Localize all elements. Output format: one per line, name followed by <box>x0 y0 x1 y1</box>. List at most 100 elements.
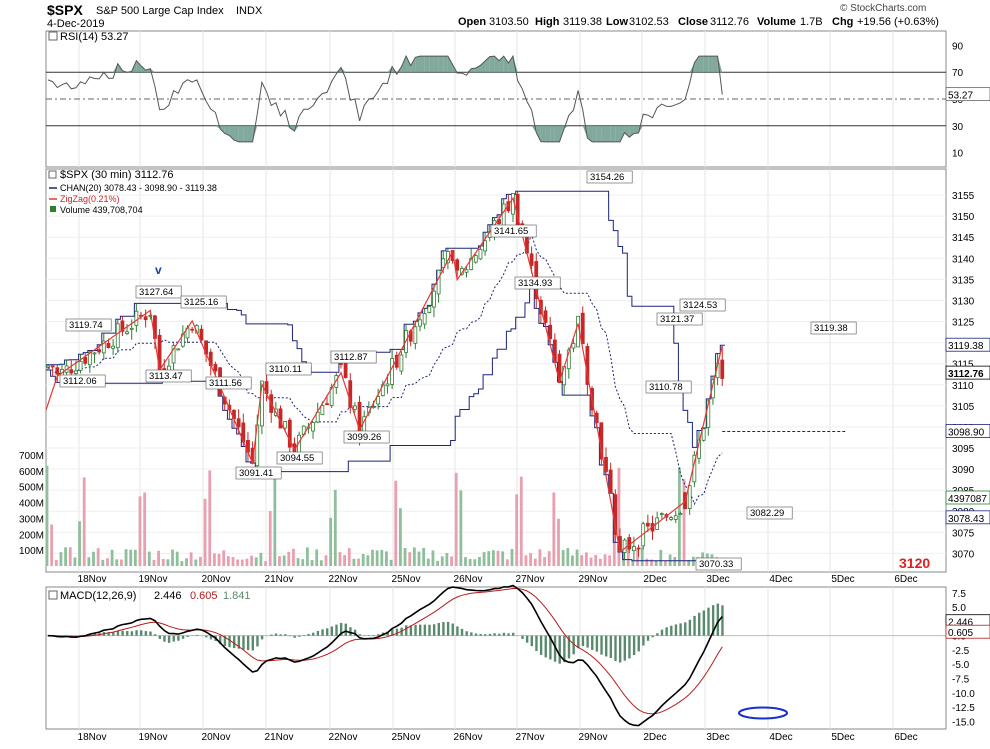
volume-label: Volume <box>757 16 796 28</box>
x-axis-label: 5Dec <box>831 574 854 585</box>
macd-histogram-bar <box>703 610 705 635</box>
volume-bar <box>655 561 658 566</box>
price-legend-volume: Volume 439,708,704 <box>60 205 143 215</box>
macd-histogram-bar <box>163 636 165 642</box>
volume-bar <box>83 477 86 566</box>
x-axis-label: 25Nov <box>392 574 421 585</box>
volume-bar <box>418 552 421 566</box>
rsi-overbought-fill <box>425 56 430 72</box>
volume-bar <box>125 549 128 566</box>
open-label: Open <box>458 16 486 28</box>
x-axis-label: 3Dec <box>706 732 729 743</box>
candle-body <box>326 404 329 405</box>
x-axis-label: 21Nov <box>265 732 294 743</box>
macd-histogram-bar <box>521 636 523 639</box>
x-axis-label: 27Nov <box>516 574 545 585</box>
rsi-overbought-fill <box>443 56 448 72</box>
candle-body <box>200 329 203 340</box>
pivot-label: 3119.38 <box>814 323 848 334</box>
volume-bar <box>292 549 295 566</box>
signal-marker: v <box>155 263 162 277</box>
macd-histogram-bar <box>698 613 700 636</box>
candle-body <box>646 523 649 526</box>
candle-body <box>70 370 73 373</box>
x-axis-label: 26Nov <box>454 732 483 743</box>
x-axis-label: 6Dec <box>894 574 917 585</box>
rsi-overbought-fill <box>490 56 495 72</box>
macd-histogram-bar <box>396 629 398 636</box>
macd-histogram-bar <box>303 635 305 636</box>
volume-bar <box>297 558 300 566</box>
rsi-tick-label: 70 <box>952 68 964 79</box>
volume-bar <box>204 499 207 566</box>
volume-bar <box>511 549 514 566</box>
volume-bar <box>413 547 416 566</box>
x-axis-label: 20Nov <box>202 732 231 743</box>
volume-bar <box>320 560 323 566</box>
rsi-legend-text: RSI(14) 53.27 <box>60 31 128 43</box>
volume-bar <box>590 558 593 566</box>
volume-bar <box>376 550 379 566</box>
macd-histogram-bar <box>177 636 179 641</box>
macd-histogram-bar <box>531 636 533 646</box>
volume-bar <box>446 553 449 566</box>
volume-bar <box>525 555 528 566</box>
volume-bar <box>50 524 53 566</box>
macd-histogram-bar <box>610 636 612 658</box>
price-tick-label: 3090 <box>952 465 975 476</box>
volume-bar <box>176 552 179 566</box>
pivot-label: 3124.53 <box>683 300 717 311</box>
volume-bar <box>250 556 253 566</box>
volume-bar <box>111 550 114 566</box>
volume-bar <box>566 548 569 566</box>
macd-histogram-bar <box>717 604 719 636</box>
macd-histogram-bar <box>326 628 328 635</box>
candle-body <box>312 423 315 431</box>
macd-histogram-bar <box>261 636 263 640</box>
volume-bar <box>143 492 146 566</box>
volume-bar <box>208 470 211 566</box>
volume-bar <box>139 496 142 566</box>
macd-tick-label: 5.0 <box>952 603 966 614</box>
x-axis-label: 18Nov <box>78 732 107 743</box>
pivot-label: 3082.29 <box>750 508 784 519</box>
volume-bar <box>315 549 318 566</box>
volume-bar <box>167 559 170 566</box>
volume-bar <box>594 555 597 566</box>
x-axis-label: 20Nov <box>202 574 231 585</box>
x-axis-label: 4Dec <box>769 732 792 743</box>
price-tick-label: 3135 <box>952 275 975 286</box>
macd-histogram-bar <box>545 636 547 658</box>
volume-bar <box>641 547 644 566</box>
price-tick-label: 3145 <box>952 233 975 244</box>
volume-bar <box>283 555 286 566</box>
candle-body <box>144 317 147 320</box>
macd-histogram-bar <box>563 636 565 662</box>
macd-histogram-bar <box>154 634 156 635</box>
volume-bar <box>497 551 500 566</box>
price-tick-label: 3155 <box>952 191 975 202</box>
volume-bar <box>134 550 137 566</box>
macd-histogram-bar <box>605 636 607 657</box>
x-axis-label: 27Nov <box>516 732 545 743</box>
volume-bar <box>236 559 239 566</box>
macd-histogram-bar <box>684 622 686 635</box>
volume-bar <box>469 559 472 566</box>
volume-bar <box>213 553 216 566</box>
candle-body <box>530 254 533 266</box>
volume-bar <box>325 555 328 566</box>
volume-bar <box>129 550 132 566</box>
macd-legend-name: MACD(12,26,9) <box>60 590 136 602</box>
pivot-label: 3112.06 <box>63 376 97 387</box>
macd-histogram-bar <box>456 626 458 635</box>
macd-histogram-bar <box>284 634 286 635</box>
x-axis-label: 6Dec <box>894 732 917 743</box>
macd-histogram-bar <box>373 635 375 636</box>
candle-body <box>112 346 115 348</box>
candle-body <box>372 407 375 408</box>
macd-histogram-bar <box>414 625 416 636</box>
macd-histogram-bar <box>466 631 468 635</box>
pivot-label: 3110.11 <box>269 364 302 375</box>
x-axis-label: 18Nov <box>78 574 107 585</box>
symbol-title: $SPX <box>47 2 83 18</box>
